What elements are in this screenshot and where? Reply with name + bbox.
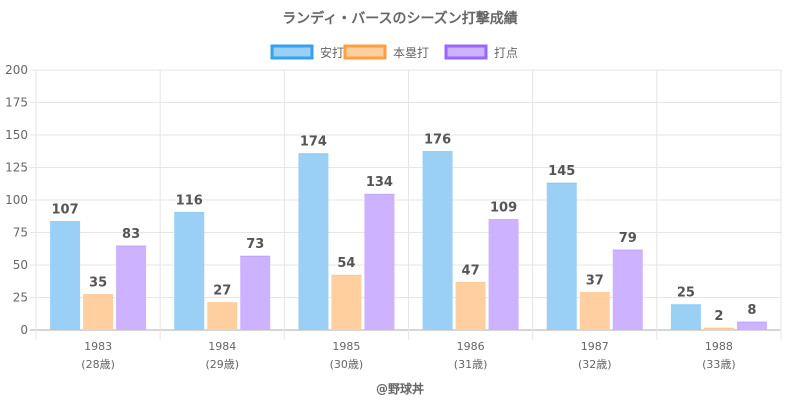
x-tick-label: 1984: [208, 340, 236, 353]
legend-label: 打点: [494, 46, 518, 60]
legend-label: 安打: [320, 45, 344, 60]
x-tick-sublabel: (31歳): [454, 358, 488, 371]
bar-3: [488, 219, 519, 330]
bar-1: [546, 182, 577, 330]
y-tick-label: 0: [20, 323, 28, 337]
bar-3: [116, 245, 147, 330]
data-label: 134: [366, 175, 393, 190]
y-tick-label: 175: [5, 96, 28, 110]
data-label: 83: [122, 227, 140, 242]
legend-item-2[interactable]: 本塁打: [343, 44, 429, 60]
bar-2: [703, 327, 734, 330]
data-label: 109: [490, 200, 517, 215]
grid: [30, 69, 782, 340]
bar-2: [83, 294, 114, 330]
bar-1: [298, 153, 329, 330]
y-tick-label: 150: [5, 128, 28, 142]
y-tick-label: 125: [5, 161, 28, 175]
data-label: 176: [424, 133, 451, 148]
x-tick-label: 1985: [332, 340, 360, 353]
bar-3: [612, 249, 643, 330]
data-label: 73: [246, 237, 264, 252]
bar-3: [364, 194, 395, 330]
data-label: 107: [52, 203, 79, 218]
data-label: 27: [213, 284, 231, 299]
x-tick-label: 1987: [581, 340, 609, 353]
legend-item-3[interactable]: 打点: [444, 44, 518, 60]
legend-swatch: [343, 44, 387, 60]
x-tick-label: 1988: [705, 340, 733, 353]
data-label: 174: [300, 135, 327, 150]
credit-text: @野球丼: [376, 381, 424, 396]
legend-swatch: [270, 44, 314, 60]
data-label: 47: [462, 263, 480, 278]
data-label: 145: [548, 164, 575, 179]
legend: 安打 本塁打 打点: [270, 44, 518, 60]
bar-1: [422, 151, 453, 330]
bar-3: [240, 255, 271, 330]
x-tick-sublabel: (28歳): [81, 358, 115, 371]
bar-3: [736, 321, 767, 330]
x-tick-sublabel: (33歳): [702, 358, 736, 371]
data-label: 116: [176, 193, 203, 208]
data-labels: 107 35 83 116 27 73 174 54 134 176 47 109 145 37 79 25 2…: [52, 133, 757, 324]
data-label: 54: [337, 256, 355, 271]
y-tick-label: 100: [5, 193, 28, 207]
y-tick-label: 200: [5, 63, 28, 77]
bar-1: [50, 221, 81, 330]
legend-label: 本塁打: [393, 46, 429, 60]
legend-item-1[interactable]: 安打: [270, 44, 344, 60]
y-tick-label: 50: [13, 258, 28, 272]
y-tick-label: 75: [13, 226, 28, 240]
y-tick-label: 25: [13, 291, 28, 305]
legend-swatch: [444, 44, 488, 60]
data-label: 79: [619, 231, 637, 246]
bar-2: [579, 292, 610, 330]
bar-2: [207, 302, 238, 330]
x-tick-sublabel: (29歳): [205, 358, 239, 371]
y-axis: 0 25 50 75 100 125 150 175 200: [5, 63, 28, 337]
chart-title: ランディ・バースのシーズン打撃成績: [282, 10, 518, 27]
bars: [50, 151, 767, 330]
data-label: 8: [747, 303, 756, 318]
bar-1: [174, 212, 205, 330]
x-tick-sublabel: (30歳): [330, 358, 364, 371]
bar-1: [670, 304, 701, 330]
x-tick-label: 1986: [457, 340, 485, 353]
bar-2: [455, 282, 486, 330]
data-label: 35: [89, 276, 107, 291]
data-label: 37: [586, 273, 604, 288]
x-tick-label: 1983: [84, 340, 112, 353]
data-label: 2: [714, 309, 723, 324]
bar-2: [331, 275, 362, 330]
data-label: 25: [677, 286, 695, 301]
x-tick-sublabel: (32歳): [578, 358, 612, 371]
x-axis: 1983 (28歳) 1984 (29歳) 1985 (30歳) 1986 (31歳) 1987…: [81, 340, 735, 371]
